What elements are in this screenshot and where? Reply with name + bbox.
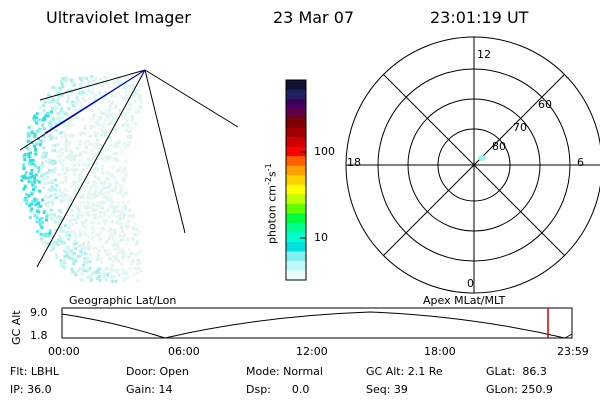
- glat-info: GLat: 86.3: [486, 365, 547, 378]
- x-tick-2359: 23:59: [557, 345, 589, 358]
- mlt-label-0: 0: [467, 277, 474, 290]
- colorbar-tick-100: 100: [314, 145, 335, 158]
- altitude-curve: [61, 311, 573, 339]
- gc-alt-info: GC Alt: 2.1 Re: [366, 365, 443, 378]
- x-tick-0000: 00:00: [48, 345, 80, 358]
- colorbar-tick-10: 10: [314, 231, 328, 244]
- lat-label-80: 80: [492, 140, 506, 153]
- glon-info: GLon: 250.9: [486, 383, 553, 396]
- geographic-label: Geographic Lat/Lon: [69, 294, 177, 307]
- mlt-label-12: 12: [477, 48, 491, 61]
- time-label: 23:01:19 UT: [430, 8, 529, 27]
- seq-info: Seq: 39: [366, 383, 408, 396]
- x-tick-0600: 06:00: [168, 345, 200, 358]
- sun-direction-line: [44, 69, 146, 134]
- instrument-title: Ultraviolet Imager: [46, 8, 191, 27]
- ip-info: IP: 36.0: [10, 383, 52, 396]
- lat-label-70: 70: [513, 121, 527, 134]
- x-tick-1800: 18:00: [424, 345, 456, 358]
- apex-label: Apex MLat/MLT: [423, 294, 506, 307]
- colorbar-gradient: [286, 80, 306, 281]
- mode-info: Mode: Normal: [246, 365, 323, 378]
- date-label: 23 Mar 07: [273, 8, 355, 27]
- colorbar-tick-marks: [300, 151, 306, 239]
- gain-info: Gain: 14: [126, 383, 173, 396]
- aurora-image: [20, 75, 143, 283]
- y-tick-top: 9.0: [30, 306, 48, 319]
- dsp-info: Dsp: 0.0: [246, 383, 310, 396]
- timeline-frame: [61, 307, 573, 339]
- mlt-label-18: 18: [347, 156, 361, 169]
- filter-info: Flt: LBHL: [10, 365, 59, 378]
- lat-label-60: 60: [538, 98, 552, 111]
- polar-aurora-spot: [478, 155, 486, 161]
- y-tick-bottom: 1.8: [30, 329, 48, 342]
- door-info: Door: Open: [126, 365, 189, 378]
- mlt-label-6: 6: [577, 156, 584, 169]
- x-tick-1200: 12:00: [296, 345, 328, 358]
